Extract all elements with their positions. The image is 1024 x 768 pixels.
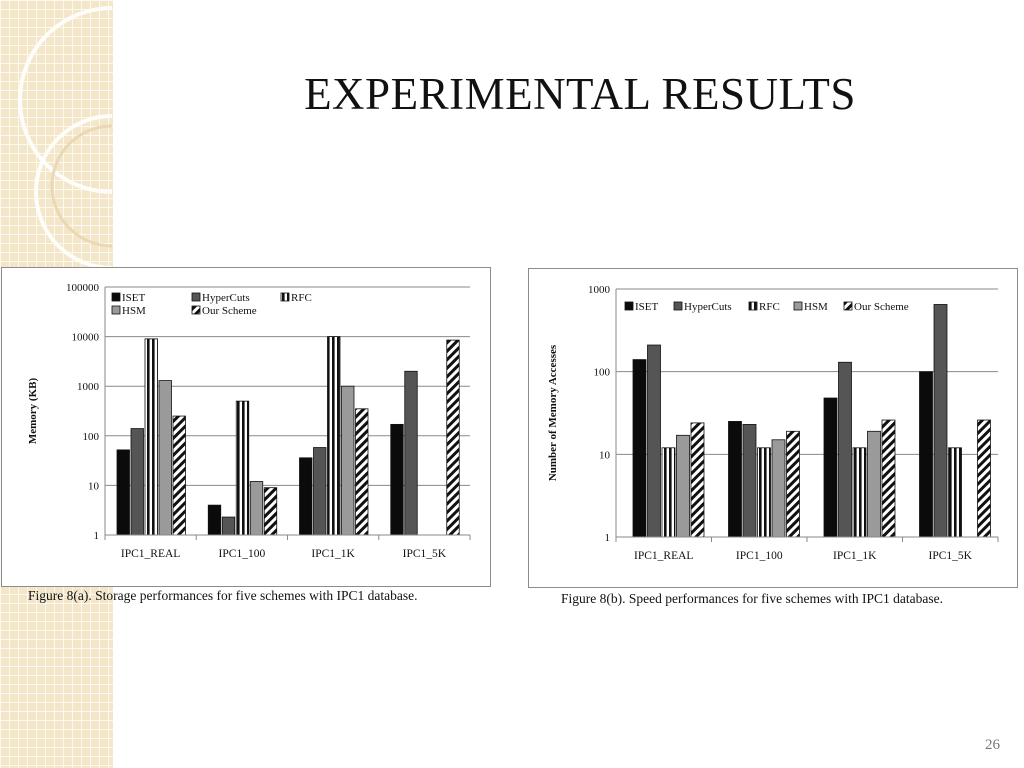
legend-item-our-scheme: Our Scheme bbox=[843, 301, 909, 313]
y-axis-label: Number of Memory Accesses bbox=[547, 344, 559, 481]
bar-hypercuts-ipc1-5k bbox=[404, 370, 418, 536]
bar-iset-ipc1-100 bbox=[207, 504, 222, 536]
bar-iset-ipc1-5k bbox=[919, 371, 933, 538]
bar-hsm-ipc1-1k bbox=[867, 430, 881, 538]
legend-label: Our Scheme bbox=[854, 301, 909, 313]
legend-swatch bbox=[111, 305, 121, 315]
bar-hsm-ipc1-1k bbox=[341, 385, 355, 536]
bar-rfc-ipc1-real bbox=[144, 338, 158, 536]
legend-swatch bbox=[843, 301, 853, 311]
legend-swatch bbox=[111, 292, 121, 302]
legend-item-hypercuts: HyperCuts bbox=[191, 292, 250, 304]
legend-item-rfc: RFC bbox=[748, 301, 780, 313]
legend-label: ISET bbox=[635, 301, 659, 313]
legend-swatch bbox=[191, 305, 201, 315]
y-tick-label: 100 bbox=[594, 367, 611, 379]
decorative-arcs bbox=[18, 6, 113, 270]
bar-our-scheme-ipc1-100 bbox=[263, 487, 278, 536]
y-tick-label: 100 bbox=[83, 431, 100, 443]
legend-label: Our Scheme bbox=[202, 305, 257, 317]
legend-label: HyperCuts bbox=[684, 301, 732, 313]
y-tick-label: 1 bbox=[605, 532, 611, 544]
slide-title: EXPERIMENTAL RESULTS bbox=[304, 69, 856, 119]
legend-item-hsm: HSM bbox=[111, 305, 146, 317]
bar-rfc-ipc1-1k bbox=[327, 336, 341, 536]
bar-our-scheme-ipc1-1k bbox=[355, 408, 369, 536]
slide-number: 26 bbox=[985, 737, 1000, 753]
bar-hypercuts-ipc1-1k bbox=[838, 361, 852, 538]
bar-iset-ipc1-1k bbox=[299, 457, 313, 536]
legend-label: HSM bbox=[122, 305, 146, 317]
y-tick-label: 1000 bbox=[77, 381, 100, 393]
bar-hypercuts-ipc1-100 bbox=[742, 424, 757, 538]
legend-item-iset: ISET bbox=[624, 301, 659, 313]
bar-hypercuts-ipc1-real bbox=[130, 428, 144, 536]
legend-label: HyperCuts bbox=[202, 292, 250, 304]
bar-our-scheme-ipc1-5k bbox=[446, 339, 460, 536]
legend-item-hypercuts: HyperCuts bbox=[673, 301, 732, 313]
legend-item-hsm: HSM bbox=[793, 301, 828, 313]
legend-label: RFC bbox=[291, 292, 312, 304]
x-category-label: IPC1_REAL bbox=[121, 548, 180, 560]
bar-iset-ipc1-1k bbox=[823, 397, 838, 538]
y-tick-label: 1 bbox=[94, 530, 100, 542]
bar-rfc-ipc1-100 bbox=[757, 447, 771, 538]
x-category-label: IPC1_5K bbox=[929, 550, 973, 562]
legend-swatch bbox=[624, 301, 634, 311]
legend-swatch bbox=[280, 292, 290, 302]
y-tick-label: 1000 bbox=[588, 284, 611, 296]
figure-8b-caption: Figure 8(b). Speed performances for five… bbox=[561, 591, 944, 606]
speed-chart: 1 10 100 1000 IPC1_REAL IPC1_100 IPC1_1K IPC1_5… bbox=[547, 284, 999, 562]
legend-item-our-scheme: Our Scheme bbox=[191, 305, 257, 317]
bar-hypercuts-ipc1-1k bbox=[313, 447, 327, 536]
bar-rfc-ipc1-5k bbox=[948, 447, 962, 538]
bar-hsm-ipc1-100 bbox=[249, 481, 264, 536]
legend-swatch bbox=[793, 301, 803, 311]
legend-label: RFC bbox=[759, 301, 780, 313]
bar-hypercuts-ipc1-5k bbox=[933, 304, 948, 538]
speed-chart-panel: 1 10 100 1000 IPC1_REAL IPC1_100 IPC1_1K IPC1_5… bbox=[528, 268, 1018, 588]
bar-our-scheme-ipc1-real bbox=[172, 415, 186, 536]
x-category-label: IPC1_5K bbox=[403, 548, 447, 560]
bar-our-scheme-ipc1-5k bbox=[977, 419, 991, 538]
bar-iset-ipc1-5k bbox=[390, 423, 404, 536]
legend-item-rfc: RFC bbox=[280, 292, 312, 304]
x-category-label: IPC1_1K bbox=[311, 548, 355, 560]
bar-iset-ipc1-real bbox=[116, 449, 130, 536]
legend-item-iset: ISET bbox=[111, 292, 146, 304]
x-category-label: IPC1_100 bbox=[736, 550, 783, 562]
bar-our-scheme-ipc1-1k bbox=[881, 419, 896, 538]
bar-hypercuts-ipc1-100 bbox=[221, 516, 236, 536]
bar-hsm-ipc1-100 bbox=[771, 439, 786, 538]
bar-rfc-ipc1-1k bbox=[852, 447, 867, 538]
x-category-label: IPC1_REAL bbox=[634, 550, 693, 562]
figure-8a-caption: Figure 8(a). Storage performances for fi… bbox=[28, 588, 418, 603]
legend-swatch bbox=[748, 301, 758, 311]
bar-hypercuts-ipc1-real bbox=[647, 344, 661, 538]
bar-hsm-ipc1-real bbox=[676, 434, 690, 538]
y-axis-label: Memory (KB) bbox=[27, 378, 39, 445]
bar-our-scheme-ipc1-100 bbox=[786, 430, 800, 538]
bar-our-scheme-ipc1-real bbox=[690, 422, 705, 538]
legend-label: ISET bbox=[122, 292, 146, 304]
y-tick-label: 10 bbox=[599, 449, 611, 461]
y-tick-label: 10000 bbox=[72, 332, 100, 344]
y-tick-label: 100000 bbox=[66, 282, 100, 294]
bar-rfc-ipc1-100 bbox=[235, 400, 250, 536]
x-category-label: IPC1_100 bbox=[219, 548, 266, 560]
storage-chart: 1 10 100 1000 10000 100000 IPC1_REAL IPC1_100 IP… bbox=[27, 282, 471, 560]
legend-swatch bbox=[191, 292, 201, 302]
bar-rfc-ipc1-real bbox=[661, 447, 676, 538]
legend-label: HSM bbox=[804, 301, 828, 313]
bar-iset-ipc1-real bbox=[632, 359, 647, 538]
bar-iset-ipc1-100 bbox=[728, 421, 742, 538]
x-category-label: IPC1_1K bbox=[833, 550, 877, 562]
storage-chart-panel: 1 10 100 1000 10000 100000 IPC1_REAL IPC1_100 IP… bbox=[1, 267, 491, 587]
y-tick-label: 10 bbox=[88, 480, 100, 492]
legend-swatch bbox=[673, 301, 683, 311]
bar-hsm-ipc1-real bbox=[158, 380, 172, 536]
